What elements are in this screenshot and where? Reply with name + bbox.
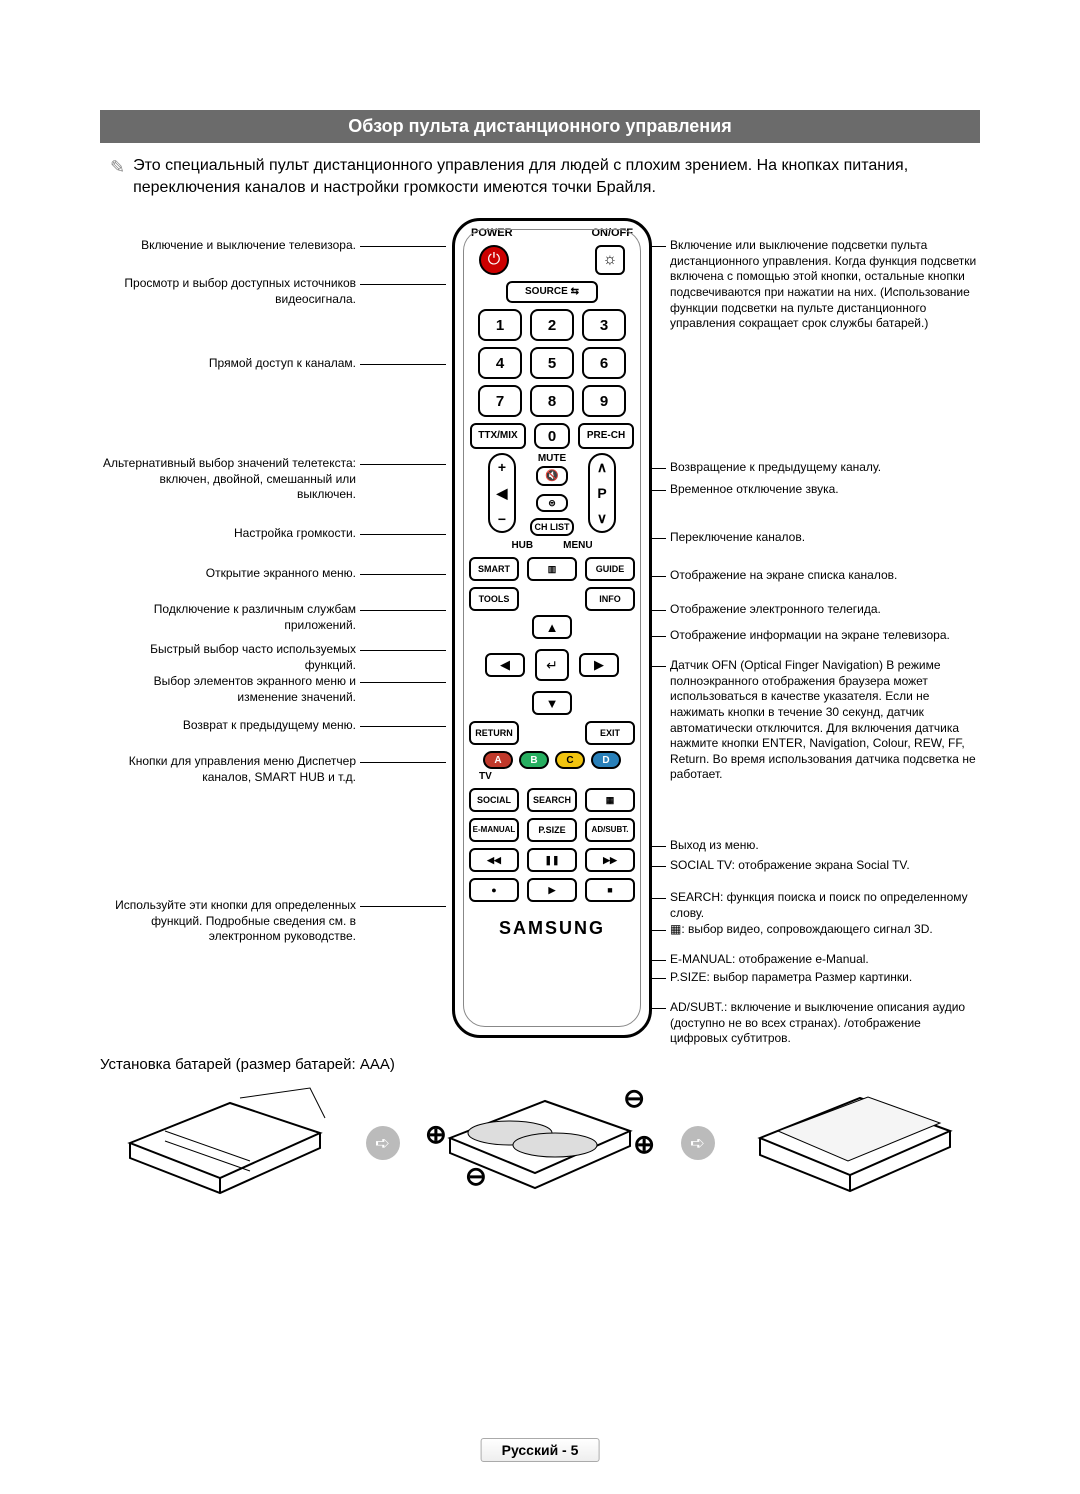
dpad-left[interactable]: ◀ (485, 653, 525, 677)
left-callout: Открытие экранного меню. (100, 566, 356, 582)
battery-step-1 (110, 1083, 340, 1203)
left-callout: Подключение к различным службам приложен… (100, 602, 356, 633)
right-callout: P.SIZE: выбор параметра Размер картинки. (670, 970, 980, 986)
arrow-2-icon: ➪ (681, 1126, 715, 1160)
left-callout: Включение и выключение телевизора. (100, 238, 356, 254)
minus-icon-2: ⊖ (623, 1083, 645, 1114)
remote-diagram: Включение и выключение телевизора. Просмо… (100, 218, 980, 1038)
page-footer: Русский - 5 (481, 1438, 600, 1462)
left-callout: Используйте эти кнопки для определенных … (100, 898, 356, 945)
arrow-1-icon: ➪ (366, 1126, 400, 1160)
dpad-right[interactable]: ▶ (579, 653, 619, 677)
left-callout: Кнопки для управления меню Диспетчер кан… (100, 754, 356, 785)
battery-step-3 (740, 1083, 970, 1203)
right-callout: Включение или выключение подсветки пульт… (670, 238, 980, 332)
right-callout: Переключение каналов. (670, 530, 980, 546)
right-callout: SOCIAL TV: отображение экрана Social TV. (670, 858, 980, 874)
left-callout: Просмотр и выбор доступных источников ви… (100, 276, 356, 307)
battery-heading: Установка батарей (размер батарей: AAA) (100, 1056, 980, 1073)
left-callout: Прямой доступ к каналам. (100, 356, 356, 372)
right-callout: E-MANUAL: отображение e-Manual. (670, 952, 980, 968)
left-callout: Выбор элементов экранного меню и изменен… (100, 674, 356, 705)
right-callout: Отображение информации на экране телевиз… (670, 628, 980, 644)
minus-icon: ⊖ (465, 1161, 487, 1192)
dpad-enter[interactable]: ↵ (535, 649, 569, 681)
braille-note: ✎ Это специальный пульт дистанционного у… (100, 155, 980, 198)
battery-row: ➪ ⊕ ⊖ ⊖ ⊕ ➪ (100, 1083, 980, 1203)
note-icon: ✎ (110, 155, 125, 179)
right-callout: Отображение электронного телегида. (670, 602, 980, 618)
dpad-down[interactable]: ▼ (532, 691, 572, 715)
right-callout: AD/SUBT.: включение и выключение описани… (670, 1000, 980, 1047)
plus-icon: ⊕ (425, 1119, 447, 1150)
plus-icon-2: ⊕ (633, 1129, 655, 1160)
note-text: Это специальный пульт дистанционного упр… (133, 155, 980, 198)
right-callout: Временное отключение звука. (670, 482, 980, 498)
right-callout: Датчик OFN (Optical Finger Navigation) В… (670, 658, 980, 783)
right-callout: SEARCH: функция поиска и поиск по опреде… (670, 890, 980, 921)
right-callout: ▦: выбор видео, сопровождающего сигнал 3… (670, 922, 980, 938)
left-callout: Настройка громкости. (100, 526, 356, 542)
left-callout: Альтернативный выбор значений телетекста… (100, 456, 356, 503)
left-callout: Быстрый выбор часто используемых функций… (100, 642, 356, 673)
right-callout: Отображение на экране списка каналов. (670, 568, 980, 584)
left-callout: Возврат к предыдущему меню. (100, 718, 356, 734)
page-title: Обзор пульта дистанционного управления (100, 110, 980, 143)
remote-body: POWER ON/OFF ⏻ ☼ SOURCE ⇆ 1 2 3 4 5 (452, 218, 652, 1038)
right-callout: Возвращение к предыдущему каналу. (670, 460, 980, 476)
dpad-up[interactable]: ▲ (532, 615, 572, 639)
right-callout: Выход из меню. (670, 838, 980, 854)
battery-step-2: ⊕ ⊖ ⊖ ⊕ (425, 1083, 655, 1203)
dpad: ▲ ▼ ◀ ▶ ↵ (477, 615, 627, 715)
